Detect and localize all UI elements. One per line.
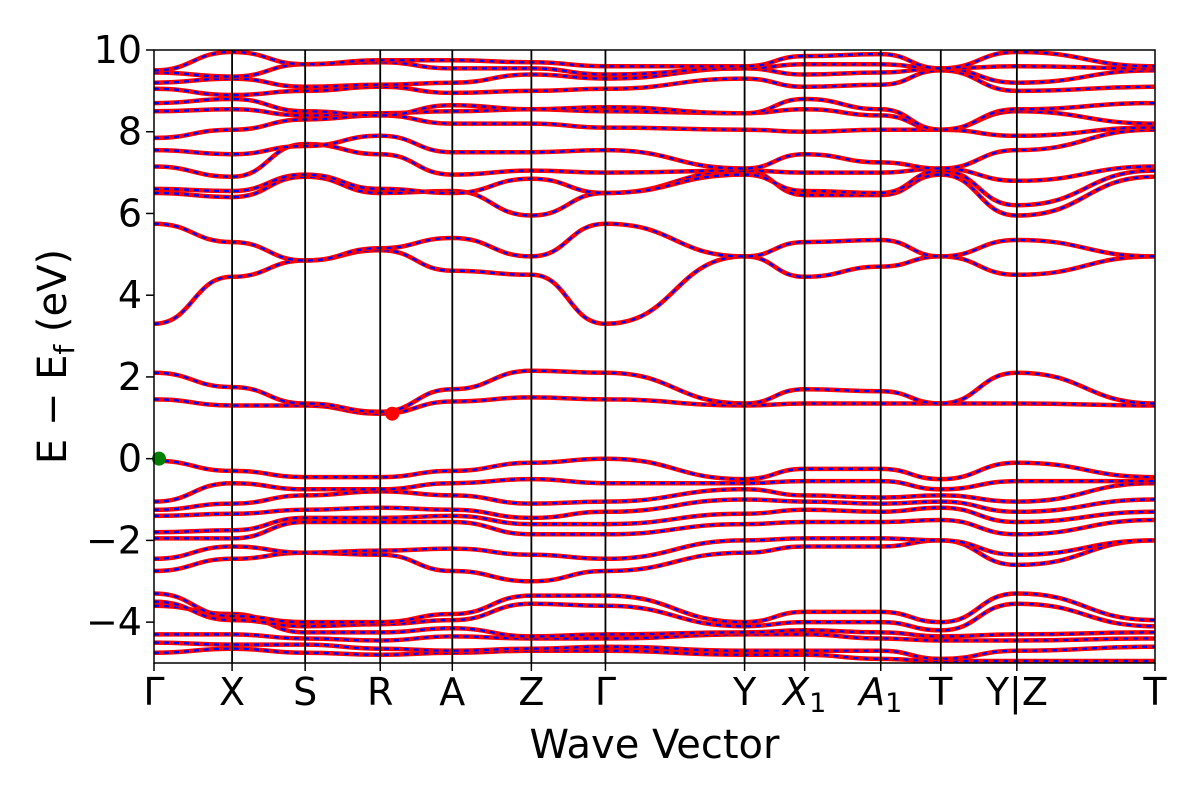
x-tick-label: X1 xyxy=(781,670,826,719)
x-tick-label: R xyxy=(367,670,393,714)
x-ticks: Γ X S R A Z Γ Y X1 A1 T Y|Z T xyxy=(143,663,1167,719)
y-tick-label: 2 xyxy=(118,355,142,399)
band-line-dashed-19 xyxy=(154,169,1155,207)
x-tick-label: T xyxy=(928,670,953,714)
band-line-dashed-10 xyxy=(154,498,1155,520)
x-tick-label: Z xyxy=(518,670,544,714)
x-tick-label: Γ xyxy=(595,670,616,714)
y-ticks: −4 −2 0 2 4 6 8 10 xyxy=(86,28,154,644)
band-line-dashed-18 xyxy=(154,169,1155,217)
band-line-6 xyxy=(154,538,1155,584)
x-tick-label: S xyxy=(293,670,317,714)
y-axis-label-sub: f xyxy=(48,344,81,355)
band-line-dashed-6 xyxy=(154,539,1155,583)
extrema-points-layer xyxy=(152,406,400,466)
y-tick-label: 0 xyxy=(118,437,142,481)
x-tick-label: A1 xyxy=(856,670,902,719)
x-tick-label: Γ xyxy=(143,670,164,714)
band-line-dashed-5 xyxy=(154,592,1155,624)
y-tick-label: 8 xyxy=(118,110,142,154)
x-tick-label: X xyxy=(219,670,245,714)
x-tick-label: Y|Z xyxy=(985,670,1048,715)
x-axis-label: Wave Vector xyxy=(530,722,781,768)
bands-layer xyxy=(154,50,1155,663)
y-tick-label: −4 xyxy=(86,600,142,644)
y-axis-label: E − Ef (eV) xyxy=(30,249,81,464)
y-tick-label: 6 xyxy=(118,191,142,235)
band-line-17 xyxy=(154,221,1155,263)
y-axis-label-main: E − E xyxy=(30,355,76,465)
y-axis-label-unit: (eV) xyxy=(30,249,76,345)
x-tick-label: A xyxy=(439,670,465,714)
band-line-19 xyxy=(154,168,1155,208)
y-tick-label: −2 xyxy=(86,518,142,562)
y-tick-label: 4 xyxy=(118,273,142,317)
x-tick-label: Y xyxy=(732,670,757,714)
kpath-lines xyxy=(231,50,1018,663)
plot-frame xyxy=(153,49,1156,664)
point-cbm xyxy=(385,406,400,421)
band-line-5 xyxy=(154,591,1155,625)
point-vbm xyxy=(152,451,167,466)
band-line-7 xyxy=(154,536,1155,562)
band-line-dashed-1 xyxy=(154,641,1155,661)
y-tick-label: 10 xyxy=(94,28,142,72)
x-tick-label: T xyxy=(1142,670,1167,714)
